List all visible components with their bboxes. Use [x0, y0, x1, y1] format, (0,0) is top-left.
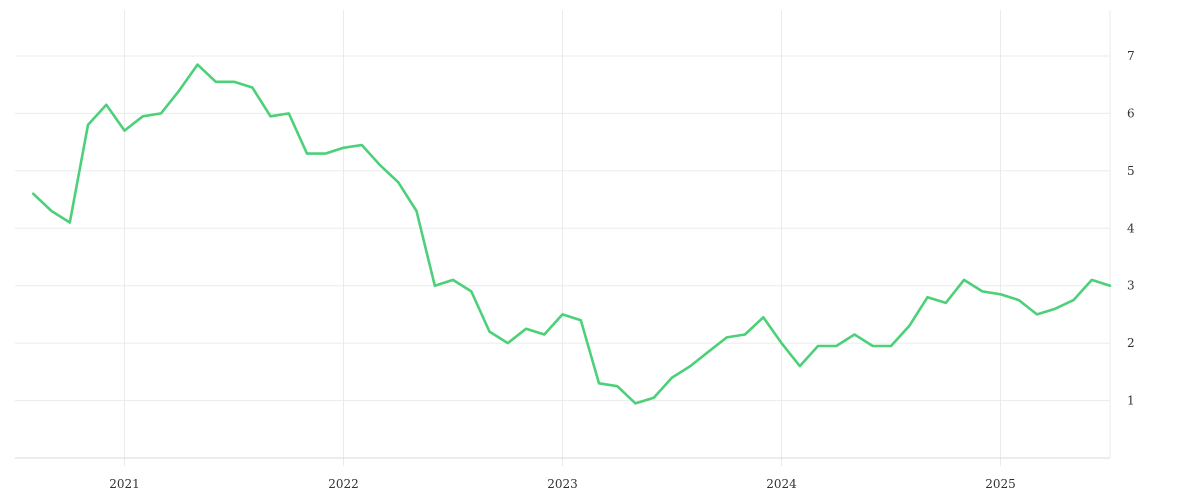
data-point: [32, 192, 35, 195]
data-point: [287, 112, 290, 115]
data-point: [68, 221, 71, 224]
data-point: [306, 152, 308, 155]
y-tick-label: 3: [1127, 279, 1135, 293]
data-point: [324, 152, 327, 155]
x-tick-label: 2022: [328, 477, 359, 491]
data-point: [725, 336, 728, 339]
data-point: [689, 365, 692, 368]
data-point: [817, 345, 819, 347]
data-point: [780, 342, 783, 345]
data-point: [634, 402, 637, 405]
x-tick-label: 2024: [766, 477, 797, 491]
data-point: [798, 365, 801, 368]
data-point: [50, 210, 53, 212]
data-point: [1090, 279, 1093, 281]
data-point: [543, 333, 546, 336]
data-point: [87, 123, 89, 126]
data-point: [835, 345, 838, 347]
data-point: [1054, 307, 1057, 310]
data-point: [379, 164, 381, 166]
data-point: [579, 319, 582, 322]
data-point: [123, 129, 126, 132]
data-point: [926, 296, 929, 299]
data-point: [1036, 313, 1038, 316]
data-point: [981, 290, 984, 293]
x-tick-label: 2021: [109, 477, 140, 491]
y-tick-label: 6: [1127, 106, 1135, 120]
data-point: [616, 385, 619, 388]
data-point: [452, 279, 454, 281]
x-tick-label: 2023: [547, 477, 578, 491]
data-point: [233, 80, 235, 83]
data-point: [470, 290, 473, 293]
data-point: [652, 396, 655, 399]
data-point: [598, 382, 600, 385]
data-point: [1109, 284, 1111, 287]
data-point: [1017, 299, 1020, 301]
data-point: [269, 115, 272, 118]
data-point: [707, 350, 710, 353]
data-point: [890, 345, 892, 347]
y-tick-label: 7: [1127, 49, 1135, 63]
data-point: [944, 302, 947, 304]
grid: [15, 10, 1110, 466]
data-point: [762, 316, 765, 319]
data-point: [1072, 299, 1075, 301]
data-point: [214, 80, 217, 83]
data-point: [671, 376, 673, 379]
data-point: [160, 112, 162, 115]
data-point: [963, 279, 965, 281]
data-point: [360, 144, 363, 146]
data-point: [178, 89, 181, 92]
data-point: [415, 210, 418, 212]
data-point: [342, 146, 345, 149]
data-point: [196, 63, 199, 66]
series: [31, 63, 1112, 405]
data-point: [908, 324, 911, 327]
axes: [15, 10, 1111, 459]
data-point: [433, 284, 436, 287]
x-tick-label: 2025: [985, 477, 1016, 491]
y-tick-label: 5: [1127, 164, 1135, 178]
y-tick-label: 2: [1127, 336, 1135, 350]
y-tick-label: 1: [1127, 394, 1135, 408]
data-point: [853, 333, 856, 336]
y-tick-labels: 1 2 3 4 5 6 7: [1127, 49, 1135, 408]
data-point: [561, 313, 564, 316]
y-tick-label: 4: [1127, 221, 1135, 235]
data-point: [251, 86, 254, 89]
data-point: [999, 293, 1002, 296]
data-point: [871, 345, 874, 347]
data-point: [525, 327, 527, 330]
data-point: [397, 181, 400, 184]
data-point: [744, 333, 746, 336]
data-point: [506, 342, 509, 345]
data-point: [105, 103, 108, 106]
data-point: [488, 330, 491, 333]
data-point: [141, 115, 144, 118]
series-line: [31, 63, 1112, 405]
x-tick-labels: 2021 2022 2023 2024 2025: [109, 477, 1016, 491]
